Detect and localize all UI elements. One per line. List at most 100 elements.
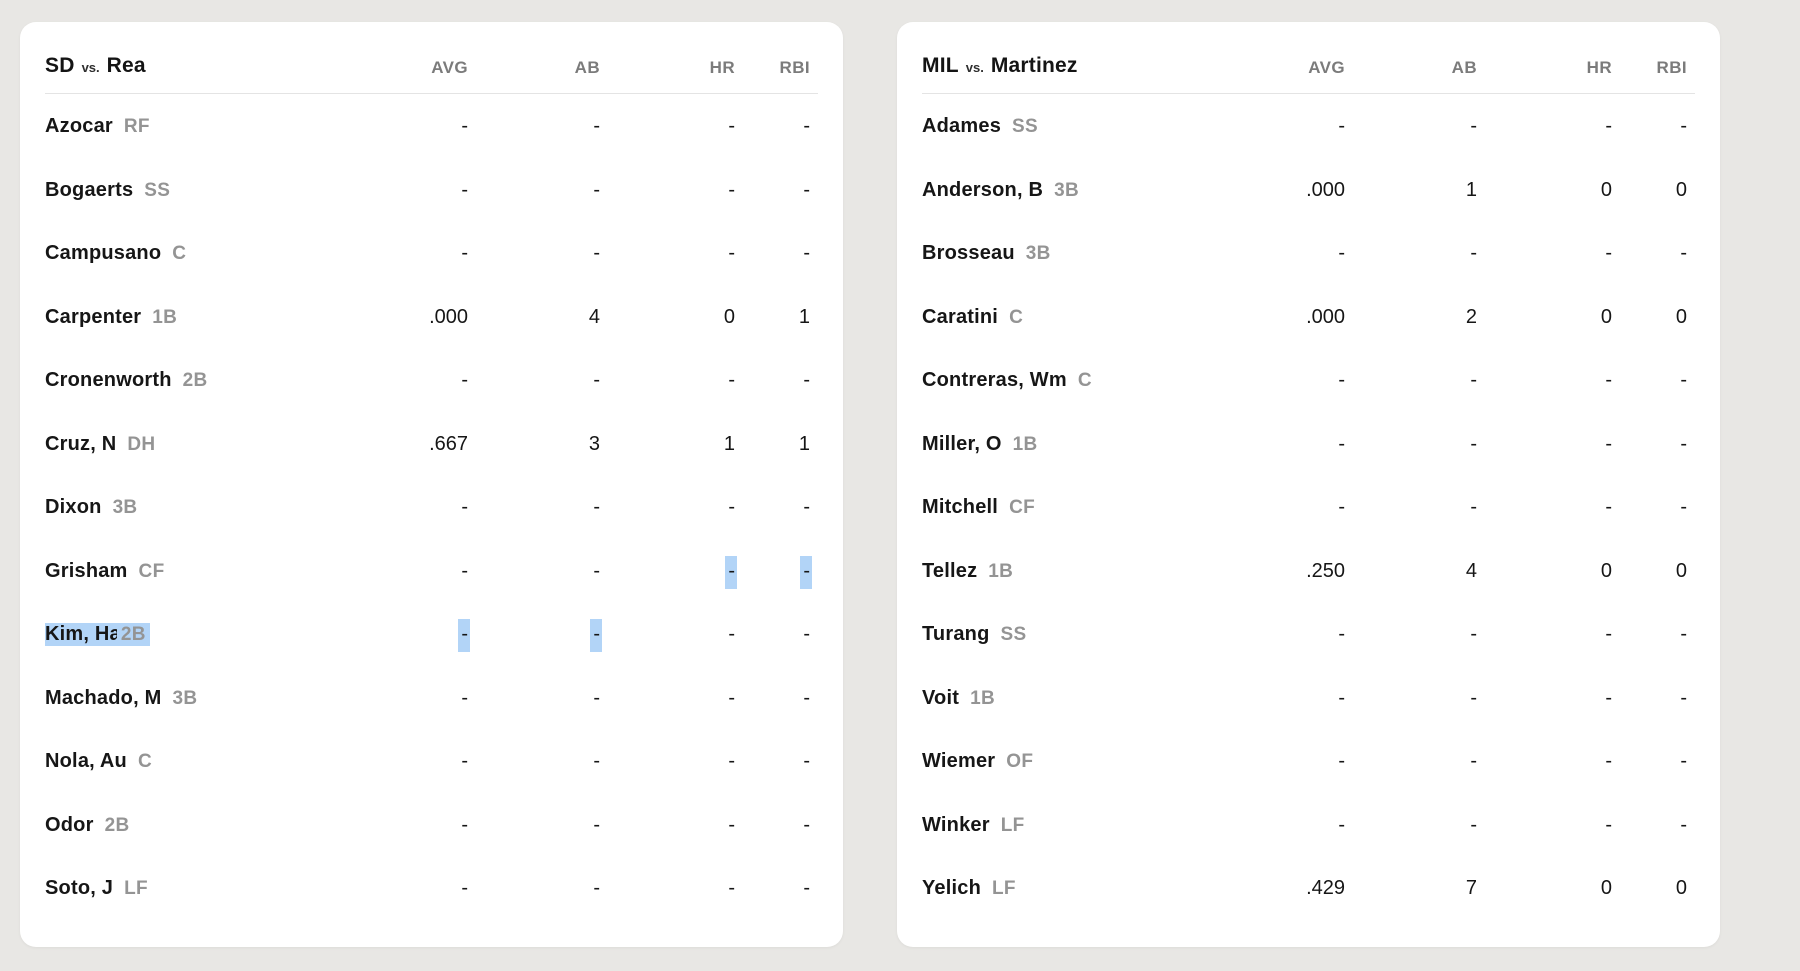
stat-hr: - [1605, 623, 1612, 646]
player-row: Yelich LF .429 7 0 0 [922, 857, 1695, 921]
player-row: Brosseau 3B - - - - [922, 222, 1695, 286]
player-name: Campusano [45, 242, 162, 265]
batter-rows-sd: Azocar RF - - - - Bogaerts SS - - - - Campusano C - - - -… [20, 94, 843, 921]
player-name: Nola, Au [45, 750, 127, 773]
player-name-cell: Azocar RF [45, 115, 348, 138]
stat-ab: - [593, 750, 600, 773]
stat-rbi: - [1680, 686, 1687, 709]
pitcher-name: Martinez [990, 54, 1078, 77]
player-name: Azocar [45, 115, 113, 138]
matchup-title-mil: MIL vs. Martinez [922, 54, 1225, 78]
stat-hr: - [728, 686, 735, 709]
player-name: Odor [45, 813, 94, 836]
stat-avg: - [461, 686, 468, 709]
player-position: LF [124, 878, 148, 900]
stat-avg: - [1338, 623, 1345, 646]
player-name: Grisham [45, 559, 128, 582]
player-name: Bogaerts [45, 178, 134, 201]
stat-avg: - [1338, 115, 1345, 138]
stat-rbi: - [803, 750, 810, 773]
player-name-cell: Nola, Au C [45, 750, 348, 773]
stat-hr: - [1605, 369, 1612, 392]
stat-rbi: - [1680, 432, 1687, 455]
stat-ab: 1 [1465, 178, 1477, 201]
stat-avg: - [461, 813, 468, 836]
stat-hr: - [728, 750, 735, 773]
stat-avg: - [1338, 242, 1345, 265]
stat-hr: - [728, 115, 735, 138]
player-position: 3B [112, 497, 138, 519]
stat-ab: - [1470, 496, 1477, 519]
column-header-rbi: RBI [1656, 58, 1687, 77]
stat-avg: - [461, 115, 468, 138]
stat-rbi: 0 [1675, 559, 1687, 582]
player-name-cell: Brosseau 3B [922, 242, 1225, 265]
player-row: Turang SS - - - - [922, 603, 1695, 667]
column-header-avg: AVG [1308, 58, 1345, 77]
player-row: Caratini C .000 2 0 0 [922, 286, 1695, 350]
player-name: Tellez [922, 559, 978, 582]
player-row: Nola, Au C - - - - [45, 730, 818, 794]
stat-hr: 0 [1600, 877, 1612, 900]
player-name: Machado, M [45, 686, 162, 709]
stat-ab: - [593, 369, 600, 392]
stat-hr: - [1605, 813, 1612, 836]
player-position: SS [1012, 116, 1038, 138]
player-name: Cronenworth [45, 369, 172, 392]
player-position: C [137, 751, 153, 773]
stat-avg: - [461, 178, 468, 201]
stat-avg: .667 [429, 432, 468, 455]
stat-hr: 0 [723, 305, 735, 328]
player-position: RF [123, 116, 150, 138]
player-row: Soto, J LF - - - - [45, 857, 818, 921]
player-row: Mitchell CF - - - - [922, 476, 1695, 540]
stat-ab: 7 [1465, 877, 1477, 900]
stat-rbi: - [1680, 813, 1687, 836]
stat-rbi: - [803, 115, 810, 138]
player-row: Kim, Ha2B - - - - [45, 603, 818, 667]
stat-ab: - [1470, 686, 1477, 709]
player-row: Cronenworth 2B - - - - [45, 349, 818, 413]
stat-rbi: - [1680, 496, 1687, 519]
player-name-cell: Kim, Ha2B [45, 623, 348, 647]
stat-hr: - [728, 242, 735, 265]
table-header-mil: MIL vs. Martinez AVG AB HR RBI [922, 22, 1695, 94]
player-row: Grisham CF - - - - [45, 540, 818, 604]
player-position: 3B [1025, 243, 1051, 265]
stat-avg: .250 [1306, 559, 1345, 582]
column-header-hr: HR [1586, 58, 1612, 77]
player-name-cell: Turang SS [922, 623, 1225, 646]
batter-rows-mil: Adames SS - - - - Anderson, B 3B .000 1 0 0 Brosseau… [897, 94, 1720, 921]
player-name: Brosseau [922, 242, 1015, 265]
player-row: Odor 2B - - - - [45, 794, 818, 858]
table-header-sd: SD vs. Rea AVG AB HR RBI [45, 22, 818, 94]
player-name: Wiemer [922, 750, 996, 773]
stat-avg: .000 [1306, 305, 1345, 328]
stat-avg: - [461, 750, 468, 773]
stat-rbi: - [803, 623, 810, 646]
player-name-cell: Machado, M 3B [45, 687, 348, 710]
team-abbr: MIL [922, 54, 959, 77]
player-row: Campusano C - - - - [45, 222, 818, 286]
stat-ab: - [593, 178, 600, 201]
stat-ab: 4 [1465, 559, 1477, 582]
player-name: Dixon [45, 496, 102, 519]
column-header-ab: AB [1451, 58, 1477, 77]
stat-ab: - [593, 496, 600, 519]
player-name-cell: Carpenter 1B [45, 306, 348, 329]
stat-rbi: - [803, 496, 810, 519]
player-name: Adames [922, 115, 1002, 138]
player-name-cell: Cronenworth 2B [45, 369, 348, 392]
stat-avg: .429 [1306, 877, 1345, 900]
stat-ab: - [1470, 813, 1477, 836]
stat-ab: 3 [588, 432, 600, 455]
player-name-cell: Caratini C [922, 306, 1225, 329]
player-name: Winker [922, 813, 990, 836]
player-position: SS [144, 179, 171, 201]
batting-matchup-card-sd: SD vs. Rea AVG AB HR RBI Azocar RF - - - - Bogae… [20, 22, 843, 947]
stat-ab: - [1470, 432, 1477, 455]
stat-ab: - [593, 559, 600, 582]
stat-ab: - [468, 619, 602, 653]
stat-ab: - [1470, 750, 1477, 773]
player-name-cell: Voit 1B [922, 687, 1225, 710]
